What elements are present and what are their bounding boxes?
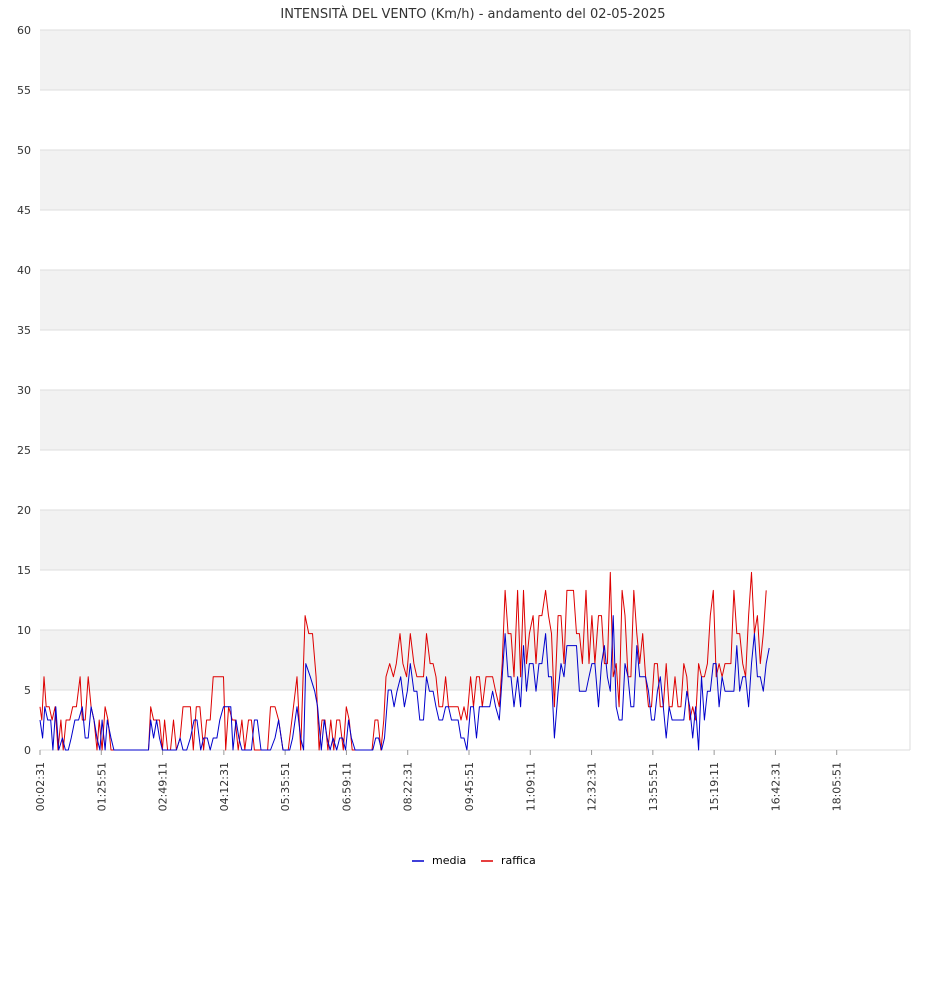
x-tick-label: 01:25:51	[95, 762, 108, 811]
x-tick-label: 09:45:51	[463, 762, 476, 811]
y-tick-label: 20	[17, 504, 31, 517]
x-tick-label: 06:59:11	[340, 762, 353, 811]
x-tick-label: 04:12:31	[218, 762, 231, 811]
y-tick-label: 60	[17, 24, 31, 37]
grid-band	[40, 630, 910, 690]
legend-label-raffica: raffica	[501, 854, 536, 867]
x-tick-label: 15:19:11	[708, 762, 721, 811]
y-tick-label: 50	[17, 144, 31, 157]
series-lines	[39, 571, 770, 751]
y-tick-label: 0	[24, 744, 31, 757]
y-tick-label: 30	[17, 384, 31, 397]
series-line-raffica	[39, 571, 767, 751]
x-tick-label: 00:02:31	[34, 762, 47, 811]
x-tick-label: 11:09:11	[524, 762, 537, 811]
x-tick-label: 05:35:51	[279, 762, 292, 811]
x-axis: 00:02:31 01:25:51 02:49:11 04:12:31 05:35:51…	[34, 750, 844, 811]
series-line-media	[39, 615, 770, 751]
y-tick-label: 15	[17, 564, 31, 577]
grid-band	[40, 150, 910, 210]
x-tick-label: 08:22:31	[402, 762, 415, 811]
x-tick-label: 12:32:31	[586, 762, 599, 811]
grid-band	[40, 390, 910, 450]
y-tick-label: 40	[17, 264, 31, 277]
y-tick-label: 10	[17, 624, 31, 637]
y-axis: 0 5 10 15 20 25 30 35 40 45 50 55 60	[17, 24, 31, 757]
legend: media raffica	[412, 854, 536, 867]
y-tick-label: 5	[24, 684, 31, 697]
y-tick-label: 45	[17, 204, 31, 217]
grid-band	[40, 30, 910, 90]
legend-label-media: media	[432, 854, 466, 867]
x-tick-label: 16:42:31	[769, 762, 782, 811]
x-tick-label: 13:55:51	[647, 762, 660, 811]
y-tick-label: 25	[17, 444, 31, 457]
chart-title: INTENSITÀ DEL VENTO (Km/h) - andamento d…	[280, 6, 665, 22]
grid-band	[40, 270, 910, 330]
x-tick-label: 18:05:51	[831, 762, 844, 811]
y-tick-label: 55	[17, 84, 31, 97]
grid-band	[40, 510, 910, 570]
x-tick-label: 02:49:11	[157, 762, 170, 811]
gridlines	[40, 29, 911, 751]
y-tick-label: 35	[17, 324, 31, 337]
